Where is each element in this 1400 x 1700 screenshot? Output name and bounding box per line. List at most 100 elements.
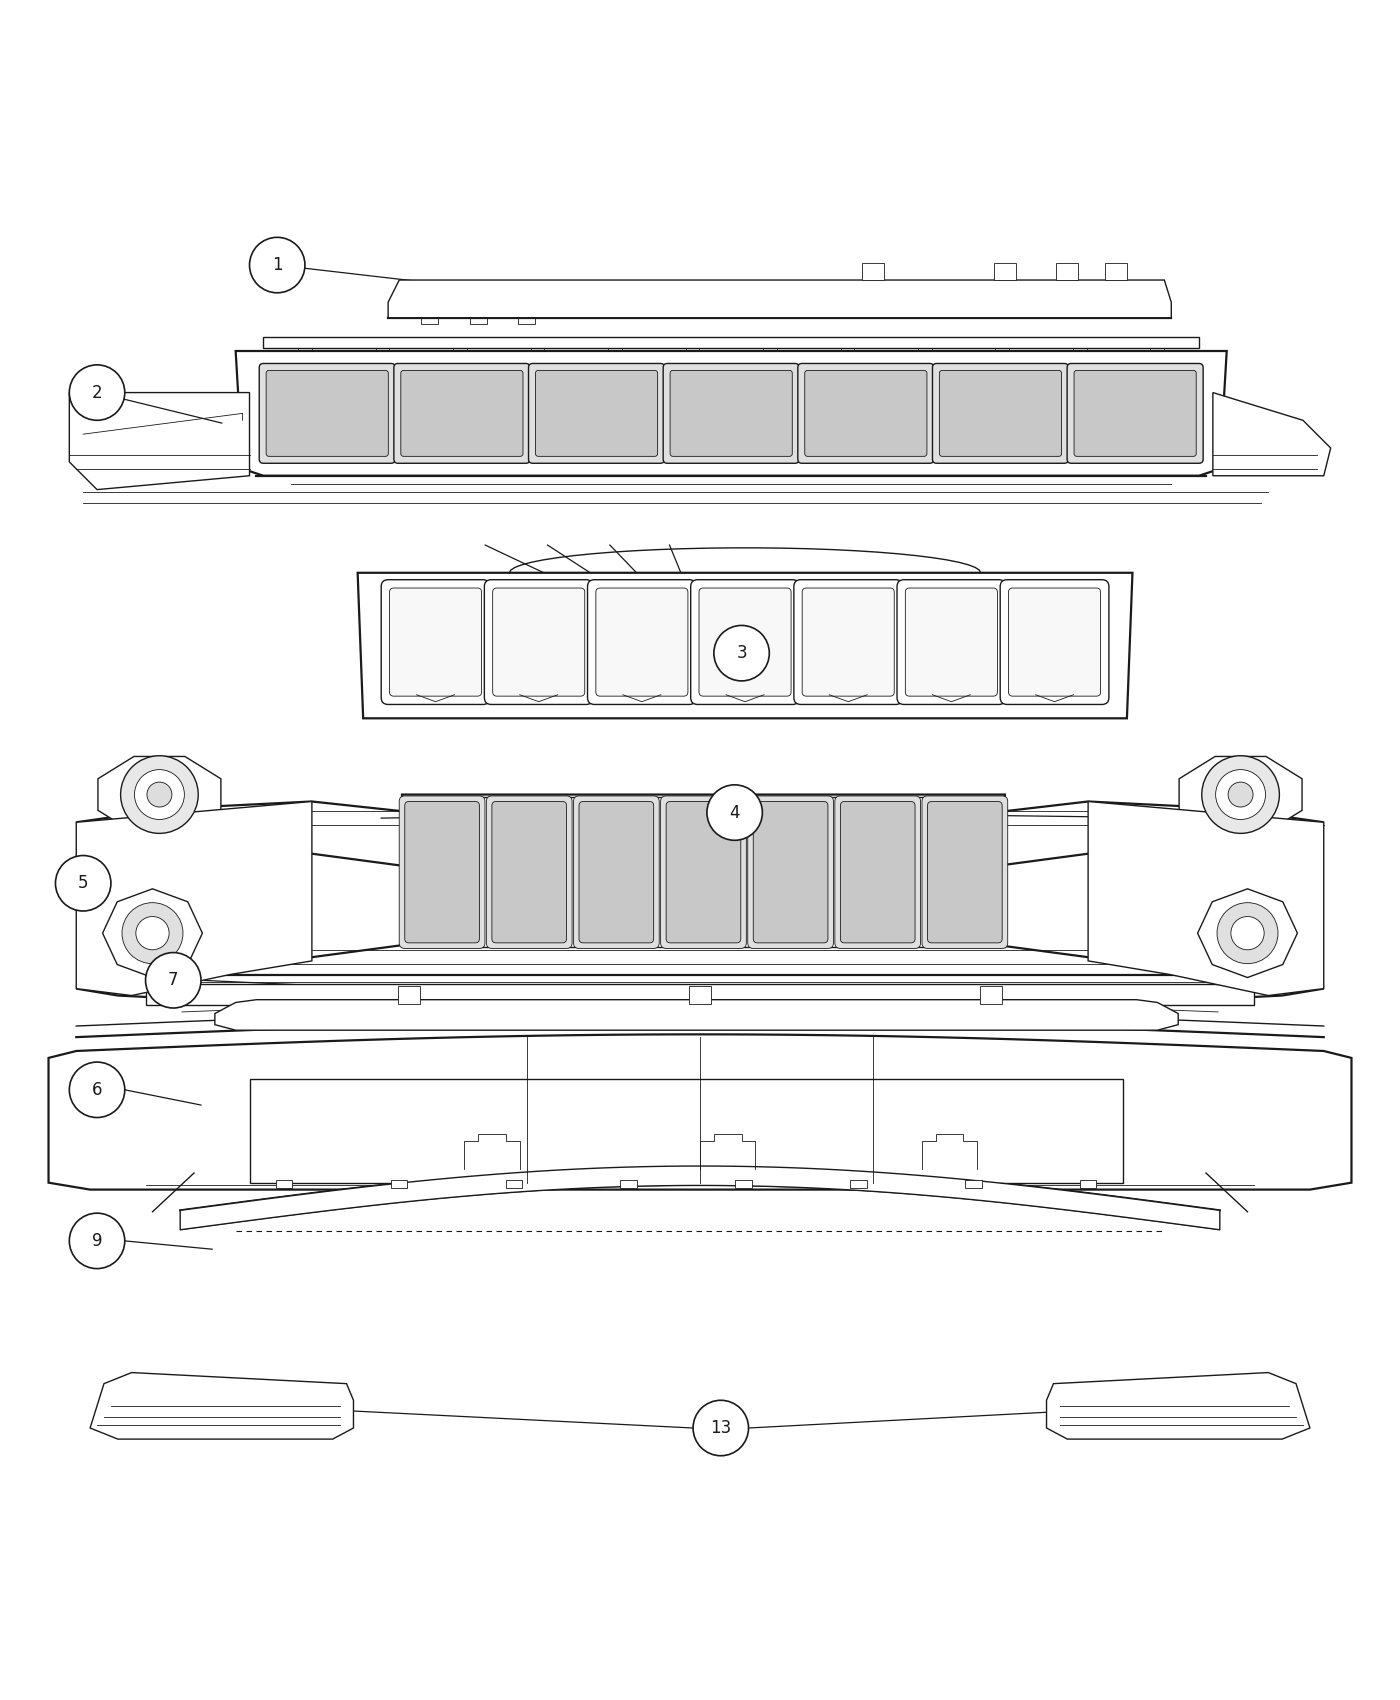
- Circle shape: [693, 1401, 749, 1455]
- Circle shape: [122, 903, 183, 964]
- FancyBboxPatch shape: [748, 796, 833, 949]
- Bar: [689, 986, 711, 1005]
- FancyBboxPatch shape: [491, 801, 567, 944]
- Bar: [850, 1180, 867, 1188]
- Bar: [1056, 264, 1078, 280]
- FancyBboxPatch shape: [381, 580, 490, 704]
- FancyBboxPatch shape: [596, 588, 687, 695]
- FancyBboxPatch shape: [493, 588, 585, 695]
- FancyBboxPatch shape: [580, 801, 654, 944]
- FancyBboxPatch shape: [1000, 580, 1109, 704]
- FancyBboxPatch shape: [798, 364, 934, 464]
- FancyBboxPatch shape: [840, 801, 916, 944]
- FancyBboxPatch shape: [574, 796, 659, 949]
- Circle shape: [70, 366, 125, 420]
- Text: 7: 7: [168, 971, 179, 989]
- FancyBboxPatch shape: [802, 588, 895, 695]
- Bar: [263, 337, 1198, 348]
- FancyBboxPatch shape: [753, 801, 827, 944]
- Bar: [276, 1180, 293, 1188]
- Circle shape: [147, 782, 172, 807]
- Bar: [391, 1180, 407, 1188]
- Polygon shape: [1088, 801, 1324, 996]
- Bar: [505, 1180, 522, 1188]
- FancyBboxPatch shape: [939, 371, 1061, 456]
- Circle shape: [1228, 782, 1253, 807]
- Bar: [1105, 264, 1127, 280]
- FancyBboxPatch shape: [1067, 364, 1203, 464]
- FancyBboxPatch shape: [535, 371, 658, 456]
- Circle shape: [249, 238, 305, 292]
- FancyBboxPatch shape: [671, 371, 792, 456]
- Circle shape: [70, 1062, 125, 1117]
- Text: 6: 6: [92, 1081, 102, 1098]
- Polygon shape: [76, 794, 1324, 1000]
- Bar: [402, 797, 1005, 947]
- FancyBboxPatch shape: [399, 796, 484, 949]
- Polygon shape: [1179, 756, 1302, 833]
- Polygon shape: [90, 1372, 353, 1440]
- Text: 2: 2: [92, 384, 102, 401]
- Circle shape: [714, 626, 770, 682]
- Bar: [994, 264, 1016, 280]
- FancyBboxPatch shape: [661, 796, 746, 949]
- Circle shape: [1217, 903, 1278, 964]
- Bar: [620, 1180, 637, 1188]
- Polygon shape: [1212, 393, 1330, 476]
- FancyBboxPatch shape: [393, 364, 531, 464]
- Polygon shape: [357, 573, 1133, 719]
- Circle shape: [146, 952, 202, 1008]
- Polygon shape: [388, 280, 1172, 318]
- Circle shape: [1215, 770, 1266, 819]
- Circle shape: [120, 756, 199, 833]
- Circle shape: [134, 770, 185, 819]
- Polygon shape: [70, 393, 249, 490]
- Circle shape: [707, 785, 763, 840]
- FancyBboxPatch shape: [664, 364, 799, 464]
- Text: 13: 13: [710, 1420, 731, 1436]
- Polygon shape: [214, 1000, 1179, 1030]
- Text: 9: 9: [92, 1232, 102, 1250]
- Bar: [1079, 1180, 1096, 1188]
- Polygon shape: [235, 350, 1226, 476]
- Text: 5: 5: [78, 874, 88, 893]
- FancyBboxPatch shape: [923, 796, 1008, 949]
- FancyBboxPatch shape: [484, 580, 594, 704]
- Circle shape: [1201, 756, 1280, 833]
- Circle shape: [56, 855, 111, 911]
- FancyBboxPatch shape: [805, 371, 927, 456]
- Bar: [735, 1180, 752, 1188]
- FancyBboxPatch shape: [666, 801, 741, 944]
- FancyBboxPatch shape: [266, 371, 388, 456]
- FancyBboxPatch shape: [1074, 371, 1196, 456]
- FancyBboxPatch shape: [928, 801, 1002, 944]
- Polygon shape: [98, 756, 221, 833]
- Text: 3: 3: [736, 644, 746, 663]
- FancyBboxPatch shape: [794, 580, 903, 704]
- FancyBboxPatch shape: [1008, 588, 1100, 695]
- FancyBboxPatch shape: [906, 588, 997, 695]
- Bar: [249, 1080, 1123, 1183]
- Polygon shape: [49, 1034, 1351, 1190]
- Text: 1: 1: [272, 257, 283, 274]
- FancyBboxPatch shape: [389, 588, 482, 695]
- Polygon shape: [102, 889, 203, 977]
- Circle shape: [136, 916, 169, 950]
- FancyBboxPatch shape: [486, 796, 573, 949]
- FancyBboxPatch shape: [932, 364, 1068, 464]
- Bar: [146, 984, 1254, 1005]
- FancyBboxPatch shape: [690, 580, 799, 704]
- Polygon shape: [181, 1166, 1219, 1229]
- Bar: [862, 264, 885, 280]
- FancyBboxPatch shape: [259, 364, 395, 464]
- Bar: [980, 986, 1002, 1005]
- Circle shape: [70, 1214, 125, 1268]
- FancyBboxPatch shape: [699, 588, 791, 695]
- FancyBboxPatch shape: [400, 371, 524, 456]
- Polygon shape: [1047, 1372, 1310, 1440]
- FancyBboxPatch shape: [834, 796, 921, 949]
- Circle shape: [1231, 916, 1264, 950]
- FancyBboxPatch shape: [405, 801, 479, 944]
- Polygon shape: [1197, 889, 1298, 977]
- Polygon shape: [76, 801, 312, 996]
